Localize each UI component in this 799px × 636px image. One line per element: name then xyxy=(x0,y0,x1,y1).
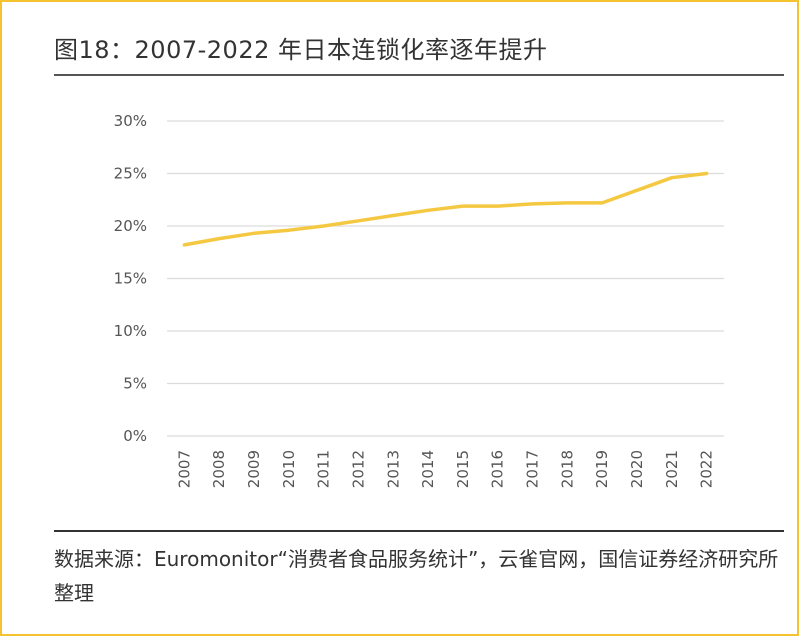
y-tick-label: 10% xyxy=(114,322,147,340)
x-tick-label: 2011 xyxy=(315,450,333,488)
x-tick-label: 2020 xyxy=(628,450,646,488)
source-note: 数据来源：Euromonitor“消费者食品服务统计”，云雀官网，国信证券经济研… xyxy=(54,547,779,605)
figure-title: 图18：2007-2022 年日本连锁化率逐年提升 xyxy=(54,36,548,64)
x-tick-label: 2007 xyxy=(175,450,193,488)
source-divider xyxy=(54,530,784,532)
series-layer xyxy=(182,171,709,247)
x-axis-ticks: 2007 2008 2009 2010 2011 2012 2013 2014 2015 2016… xyxy=(175,450,715,488)
y-tick-label: 30% xyxy=(114,112,147,130)
x-tick-label: 2015 xyxy=(454,450,472,488)
y-tick-label: 5% xyxy=(123,375,147,393)
y-tick-label: 20% xyxy=(114,217,147,235)
x-tick-label: 2014 xyxy=(419,450,437,488)
series-line xyxy=(182,171,709,247)
x-tick-label: 2017 xyxy=(524,450,542,488)
x-tick-label: 2018 xyxy=(558,450,576,488)
x-tick-label: 2012 xyxy=(349,450,367,488)
x-tick-label: 2016 xyxy=(489,450,507,488)
x-tick-label: 2019 xyxy=(593,450,611,488)
y-tick-label: 15% xyxy=(114,270,147,288)
x-tick-label: 2009 xyxy=(245,450,263,488)
line-chart: 0% 5% 10% 15% 20% 25% 30% 2007 2008 2009 2010 2011… xyxy=(114,112,724,488)
x-tick-label: 2021 xyxy=(663,450,681,488)
y-tick-label: 25% xyxy=(114,165,147,183)
x-tick-label: 2013 xyxy=(384,450,402,488)
title-divider xyxy=(54,74,784,76)
y-axis-ticks: 0% 5% 10% 15% 20% 25% 30% xyxy=(114,112,147,445)
x-tick-label: 2010 xyxy=(280,450,298,488)
y-tick-label: 0% xyxy=(123,427,147,445)
x-tick-label: 2022 xyxy=(698,450,716,488)
grid-lines xyxy=(167,120,724,437)
x-tick-label: 2008 xyxy=(210,450,228,488)
